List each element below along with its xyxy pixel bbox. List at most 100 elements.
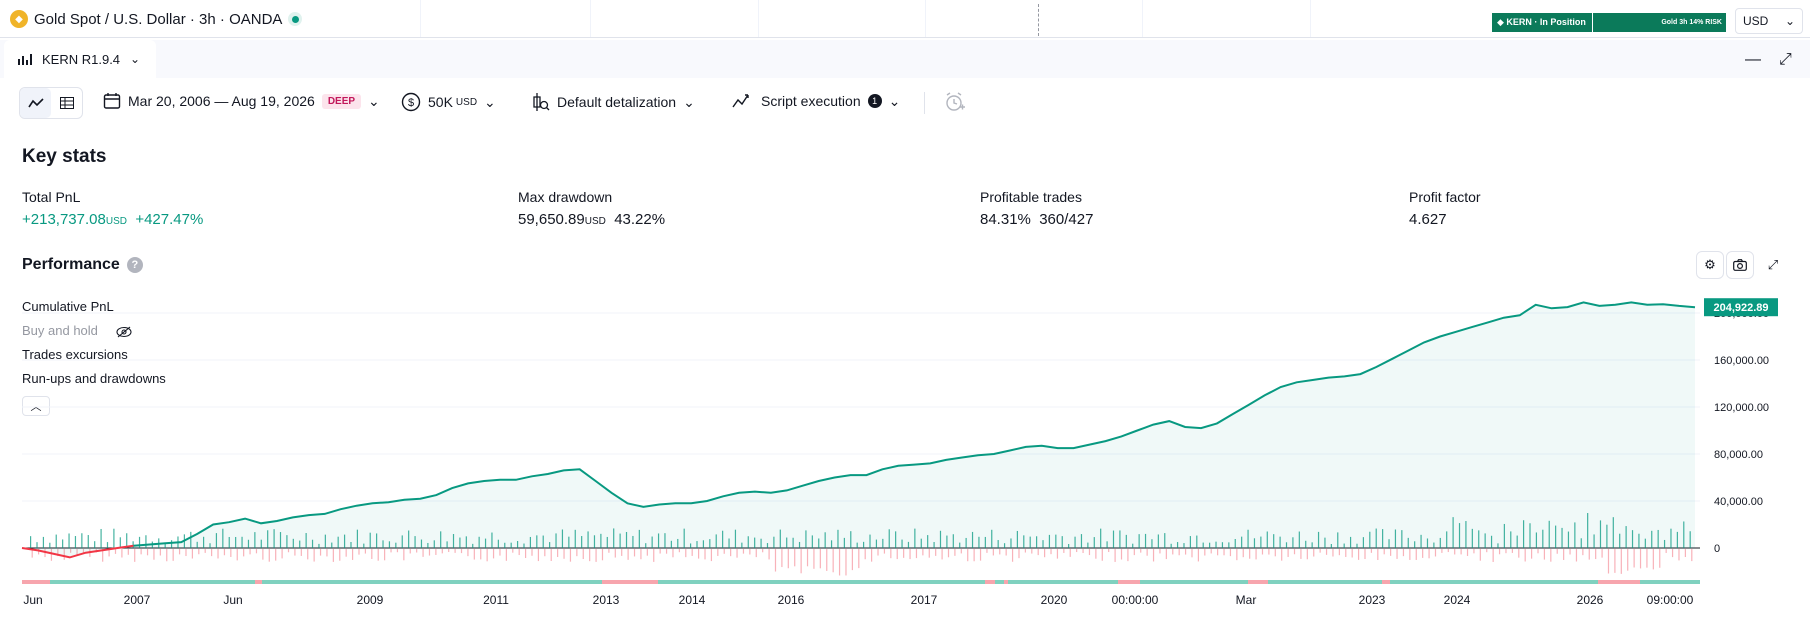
excursion-down-bar [781, 549, 783, 568]
excursion-up-bar [484, 538, 487, 548]
report-toolbar: Mar 20, 2006 — Aug 19, 2026 DEEP ⌄ $ 50K… [0, 84, 1810, 122]
excursion-down-bar [1370, 549, 1373, 553]
excursion-up-bar [1433, 542, 1435, 548]
total-pnl-value: +213,737.08 [22, 211, 106, 228]
excursion-up-bar [632, 535, 634, 548]
maximize-icon[interactable]: ⤢ [1779, 51, 1792, 68]
excursion-up-bar [773, 536, 775, 548]
excursion-up-bar [1100, 528, 1102, 548]
excursion-up-bar [369, 532, 371, 548]
excursion-down-bar [877, 549, 879, 556]
excursion-down-bar [1281, 549, 1283, 561]
excursion-up-bar [100, 528, 102, 548]
excursion-up-bar [1176, 542, 1179, 548]
excursion-down-bar [1300, 549, 1302, 559]
excursion-down-bar [903, 549, 905, 558]
excursion-up-bar [408, 530, 410, 548]
excursion-down-bar [633, 549, 636, 557]
performance-chart[interactable]: 0 40,000.00 80,000.00 120,000.00 160,000.00 2… [0, 290, 1810, 610]
excursion-down-bar [1274, 549, 1276, 557]
excursion-down-bar [121, 549, 123, 558]
excursion-up-bar [670, 540, 672, 548]
excursion-up-bar [805, 530, 807, 548]
excursion-down-bar [1537, 549, 1539, 554]
minimize-icon[interactable]: — [1745, 51, 1761, 68]
excursion-down-bar [1114, 549, 1116, 562]
excursion-up-bar [1132, 543, 1134, 548]
excursion-up-bar [1522, 520, 1525, 548]
excursion-down-bar [1223, 549, 1225, 556]
camera-icon[interactable] [1726, 251, 1754, 279]
legend-cumulative-pnl[interactable]: Cumulative PnL [22, 299, 114, 314]
excursion-down-bar [537, 549, 540, 562]
excursion-up-bar [574, 529, 576, 548]
excursion-up-bar [1529, 523, 1531, 548]
excursion-up-bar [1170, 543, 1172, 548]
excursion-down-bar [665, 549, 668, 554]
runup-drawdown-segment [1598, 580, 1640, 584]
excursion-down-bar [890, 549, 892, 559]
excursion-up-bar [1305, 540, 1307, 548]
excursion-up-bar [722, 530, 724, 548]
x-tick-label: 2009 [357, 593, 384, 607]
excursion-up-bar [1484, 533, 1486, 548]
legend-trades-excursions[interactable]: Trades excursions [22, 347, 128, 362]
excursion-down-bar [1357, 549, 1360, 560]
excursion-up-bar [997, 540, 999, 548]
legend-buy-and-hold[interactable]: Buy and hold [22, 323, 132, 338]
date-range-picker[interactable]: Mar 20, 2006 — Aug 19, 2026 DEEP ⌄ [103, 92, 380, 110]
excursion-down-bar [127, 549, 129, 555]
excursion-up-bar [318, 543, 320, 548]
excursion-down-bar [1011, 549, 1014, 562]
excursion-up-bar [350, 541, 352, 548]
stat-label: Profitable trades [980, 189, 1082, 205]
table-view-button[interactable] [51, 88, 82, 118]
script-execution-picker[interactable]: Script execution 1 ⌄ [732, 92, 900, 110]
runup-drawdown-segment [1008, 580, 1118, 584]
excursion-down-bar [211, 549, 213, 557]
legend-runups-drawdowns[interactable]: Run-ups and drawdowns [22, 371, 166, 386]
help-icon[interactable]: ? [126, 257, 143, 273]
chart-view-button[interactable] [20, 88, 51, 118]
excursion-up-bar [1670, 528, 1672, 548]
excursion-down-bar [1313, 549, 1315, 557]
excursion-down-bar [1646, 549, 1648, 568]
chevron-down-icon: ⌄ [368, 92, 380, 109]
fullscreen-icon[interactable]: ⤢ [1767, 257, 1779, 272]
excursion-down-bar [967, 549, 969, 562]
eye-off-icon[interactable] [115, 326, 132, 338]
excursion-down-bar [1550, 549, 1552, 562]
runup-drawdown-segment [1390, 580, 1598, 584]
excursion-up-bar [465, 536, 467, 548]
excursion-up-bar [1266, 531, 1268, 548]
excursion-up-bar [1080, 534, 1083, 548]
excursion-up-bar [222, 528, 224, 548]
excursion-down-bar [1101, 549, 1103, 561]
excursion-down-bar [351, 549, 354, 560]
settings-icon[interactable]: ⚙ [1696, 251, 1724, 279]
excursion-up-bar [766, 543, 769, 548]
profitable-ratio: 360/427 [1039, 211, 1094, 228]
excursion-up-bar [587, 531, 589, 548]
excursion-down-bar [435, 549, 437, 555]
excursion-down-bar [448, 549, 450, 553]
excursion-up-bar [209, 543, 211, 548]
excursion-up-bar [875, 539, 878, 548]
excursion-down-bar [44, 549, 46, 558]
excursion-up-bar [260, 539, 262, 548]
x-tick-label: 2016 [778, 593, 805, 607]
detalization-picker[interactable]: Default detalization ⌄ [532, 92, 695, 112]
excursion-down-bar [300, 549, 302, 556]
currency-select[interactable]: USD ⌄ [1735, 8, 1803, 34]
runup-drawdown-segment [1118, 580, 1140, 584]
initial-capital-picker[interactable]: $ 50K USD ⌄ [401, 92, 496, 112]
chevron-down-icon[interactable]: ⌄ [130, 52, 141, 66]
alarm-clock-icon[interactable] [944, 92, 966, 112]
excursion-up-bar [241, 536, 243, 548]
excursion-up-bar [1292, 537, 1294, 548]
excursion-up-bar [1689, 531, 1691, 548]
excursion-up-bar [190, 531, 192, 548]
symbol-title[interactable]: ◆ Gold Spot / U.S. Dollar · 3h · OANDA [10, 10, 303, 28]
tab-strategy[interactable]: KERN R1.9.4 ⌄ [4, 40, 156, 78]
excursion-up-bar [1042, 540, 1044, 548]
